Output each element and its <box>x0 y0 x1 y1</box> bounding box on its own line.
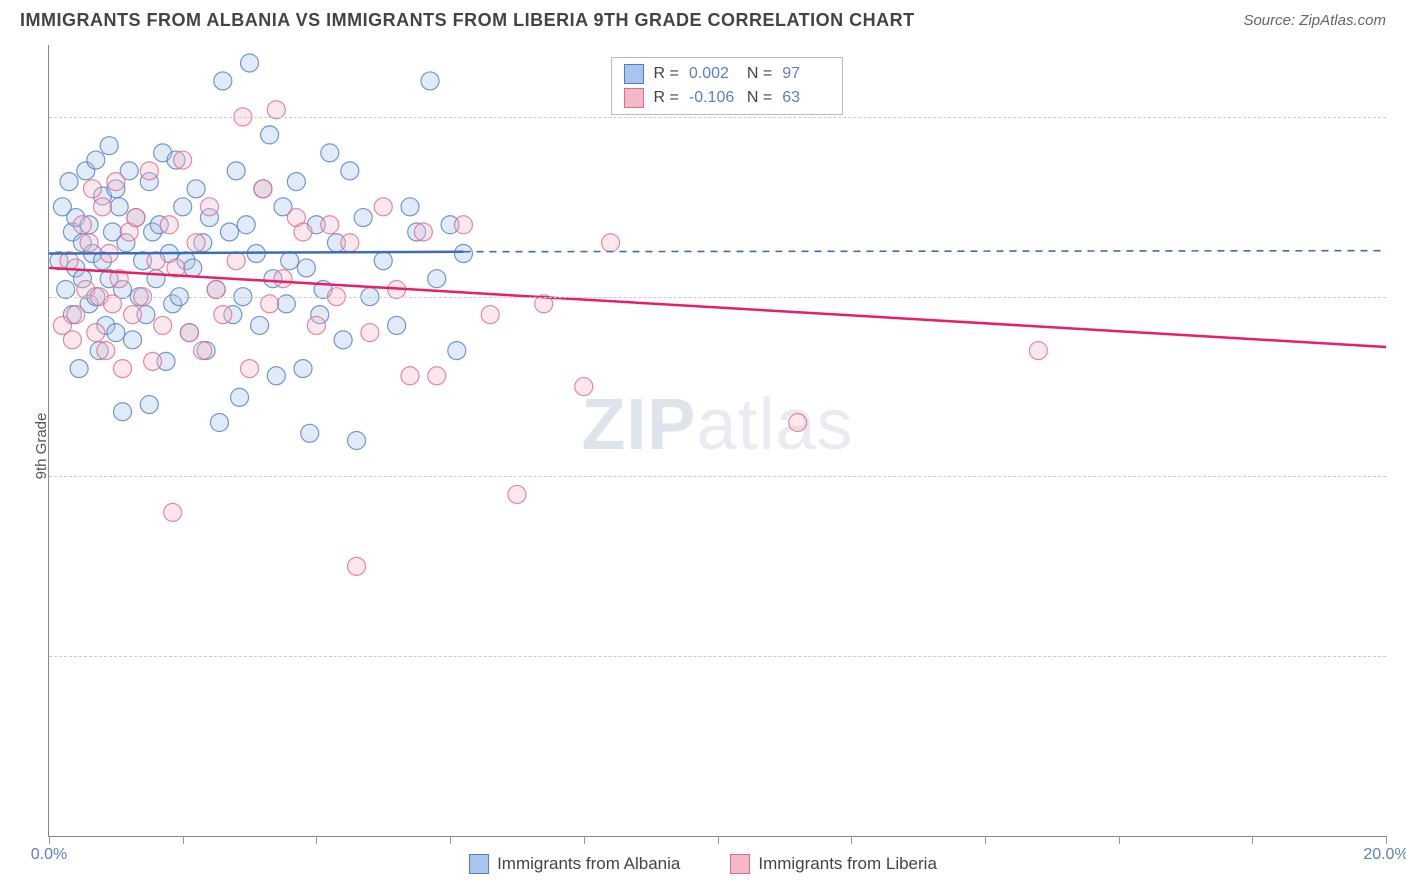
y-tick-label: 95.0% <box>1394 288 1406 306</box>
gridline <box>49 117 1386 118</box>
swatch-icon <box>730 854 750 874</box>
correlation-legend: R = 0.002 N = 97 R = -0.106 N = 63 <box>611 57 844 115</box>
chart-plot-area: ZIPatlas R = 0.002 N = 97 R = -0.106 N =… <box>48 45 1386 837</box>
legend-item-liberia: Immigrants from Liberia <box>730 854 937 874</box>
series-name-liberia: Immigrants from Liberia <box>758 854 937 874</box>
swatch-icon <box>624 88 644 108</box>
x-tick <box>1252 836 1253 844</box>
scatter-plot-svg <box>49 45 1386 836</box>
n-label: N = <box>747 89 772 107</box>
r-value-liberia: -0.106 <box>689 89 737 107</box>
r-label: R = <box>654 89 679 107</box>
x-tick <box>450 836 451 844</box>
legend-row-albania: R = 0.002 N = 97 <box>624 62 831 86</box>
n-value-liberia: 63 <box>782 89 830 107</box>
n-value-albania: 97 <box>782 65 830 83</box>
x-tick <box>584 836 585 844</box>
x-tick <box>1386 836 1387 844</box>
swatch-icon <box>469 854 489 874</box>
chart-title: IMMIGRANTS FROM ALBANIA VS IMMIGRANTS FR… <box>20 10 915 31</box>
y-tick-label: 85.0% <box>1394 647 1406 665</box>
x-tick <box>985 836 986 844</box>
series-legend: Immigrants from Albania Immigrants from … <box>0 854 1406 874</box>
x-tick <box>1119 836 1120 844</box>
r-label: R = <box>654 65 679 83</box>
legend-row-liberia: R = -0.106 N = 63 <box>624 86 831 110</box>
source-attribution: Source: ZipAtlas.com <box>1243 12 1386 29</box>
gridline <box>49 476 1386 477</box>
swatch-icon <box>624 64 644 84</box>
x-tick <box>316 836 317 844</box>
y-tick-label: 100.0% <box>1394 108 1406 126</box>
series-name-albania: Immigrants from Albania <box>497 854 680 874</box>
r-value-albania: 0.002 <box>689 65 737 83</box>
x-tick <box>49 836 50 844</box>
gridline <box>49 297 1386 298</box>
gridline <box>49 656 1386 657</box>
legend-item-albania: Immigrants from Albania <box>469 854 680 874</box>
x-tick <box>851 836 852 844</box>
y-tick-label: 90.0% <box>1394 467 1406 485</box>
x-tick <box>718 836 719 844</box>
n-label: N = <box>747 65 772 83</box>
x-tick <box>183 836 184 844</box>
